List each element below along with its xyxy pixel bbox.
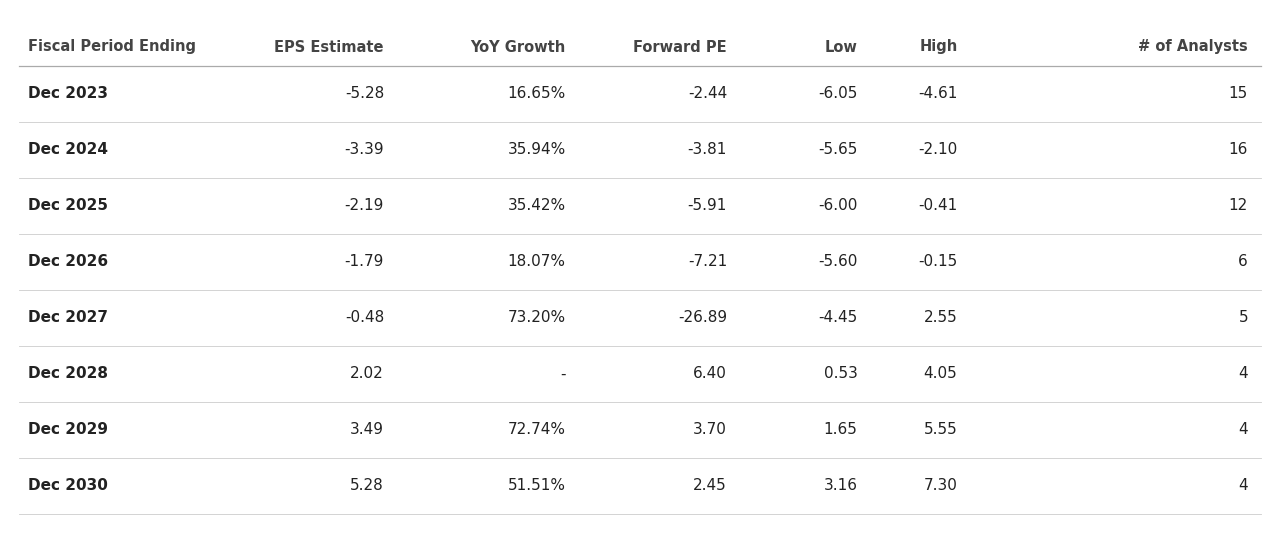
Text: 5.55: 5.55 [924,423,957,437]
Text: 3.16: 3.16 [823,479,858,493]
Text: -5.28: -5.28 [344,86,384,102]
Text: 6.40: 6.40 [694,367,727,381]
Text: -2.10: -2.10 [918,143,957,158]
Text: -2.19: -2.19 [344,199,384,213]
Text: Dec 2026: Dec 2026 [28,255,109,269]
Text: 72.74%: 72.74% [508,423,566,437]
Text: 7.30: 7.30 [924,479,957,493]
Text: 6: 6 [1238,255,1248,269]
Text: Fiscal Period Ending: Fiscal Period Ending [28,40,196,54]
Text: -7.21: -7.21 [687,255,727,269]
Text: -0.15: -0.15 [918,255,957,269]
Text: 4: 4 [1238,367,1248,381]
Text: -5.60: -5.60 [818,255,858,269]
Text: 4: 4 [1238,423,1248,437]
Text: 16: 16 [1229,143,1248,158]
Text: High: High [919,40,957,54]
Text: 3.70: 3.70 [694,423,727,437]
Text: 4: 4 [1238,479,1248,493]
Text: Dec 2024: Dec 2024 [28,143,108,158]
Text: Low: Low [824,40,858,54]
Text: 73.20%: 73.20% [508,311,566,325]
Text: Dec 2030: Dec 2030 [28,479,108,493]
Text: Dec 2023: Dec 2023 [28,86,108,102]
Text: 2.45: 2.45 [694,479,727,493]
Text: YoY Growth: YoY Growth [471,40,566,54]
Text: 12: 12 [1229,199,1248,213]
Text: -2.44: -2.44 [687,86,727,102]
Text: Forward PE: Forward PE [634,40,727,54]
Text: -4.45: -4.45 [818,311,858,325]
Text: Dec 2029: Dec 2029 [28,423,108,437]
Text: -: - [561,367,566,381]
Text: 18.07%: 18.07% [508,255,566,269]
Text: # of Analysts: # of Analysts [1138,40,1248,54]
Text: 1.65: 1.65 [824,423,858,437]
Text: 16.65%: 16.65% [507,86,566,102]
Text: 5.28: 5.28 [351,479,384,493]
Text: 2.02: 2.02 [351,367,384,381]
Text: 5: 5 [1238,311,1248,325]
Text: -26.89: -26.89 [678,311,727,325]
Text: 35.94%: 35.94% [507,143,566,158]
Text: 51.51%: 51.51% [508,479,566,493]
Text: 4.05: 4.05 [924,367,957,381]
Text: -3.39: -3.39 [344,143,384,158]
Text: -3.81: -3.81 [687,143,727,158]
Text: -6.05: -6.05 [818,86,858,102]
Text: 15: 15 [1229,86,1248,102]
Text: Dec 2027: Dec 2027 [28,311,108,325]
Text: 0.53: 0.53 [824,367,858,381]
Text: 2.55: 2.55 [924,311,957,325]
Text: -6.00: -6.00 [818,199,858,213]
Text: -0.48: -0.48 [344,311,384,325]
Text: -1.79: -1.79 [344,255,384,269]
Text: -0.41: -0.41 [918,199,957,213]
Text: 3.49: 3.49 [349,423,384,437]
Text: -5.91: -5.91 [687,199,727,213]
Text: 35.42%: 35.42% [508,199,566,213]
Text: Dec 2028: Dec 2028 [28,367,108,381]
Text: -5.65: -5.65 [818,143,858,158]
Text: Dec 2025: Dec 2025 [28,199,108,213]
Text: -4.61: -4.61 [918,86,957,102]
Text: EPS Estimate: EPS Estimate [274,40,384,54]
